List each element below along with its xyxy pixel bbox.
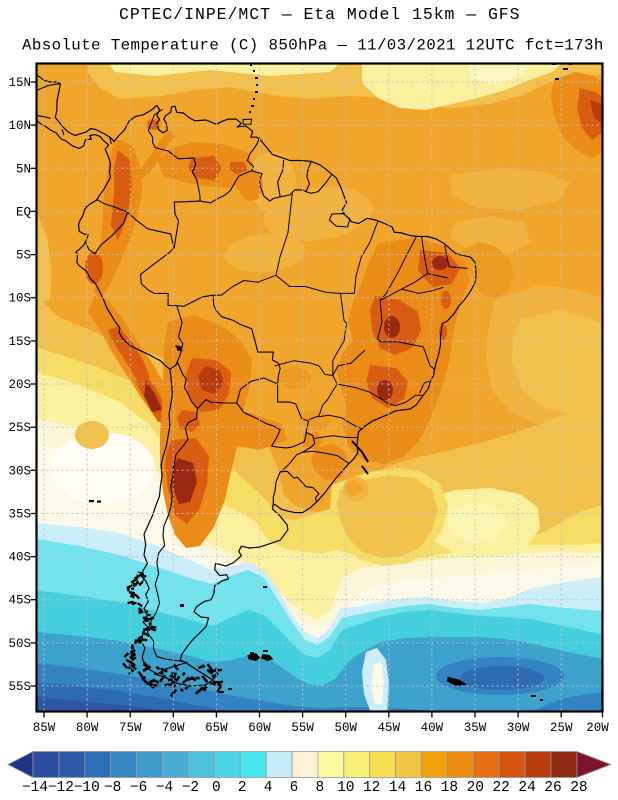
svg-text:24: 24	[518, 780, 535, 796]
svg-text:70W: 70W	[162, 721, 185, 735]
svg-text:55S: 55S	[8, 680, 31, 694]
svg-text:−10: −10	[74, 780, 100, 796]
svg-text:−2: −2	[182, 780, 199, 796]
svg-text:65W: 65W	[205, 721, 228, 735]
svg-text:80W: 80W	[76, 721, 99, 735]
svg-text:15N: 15N	[8, 76, 31, 90]
svg-text:26: 26	[544, 780, 561, 796]
svg-text:15S: 15S	[8, 335, 31, 349]
svg-text:35W: 35W	[464, 721, 487, 735]
svg-text:10N: 10N	[8, 119, 31, 133]
svg-text:EQ: EQ	[16, 205, 31, 219]
svg-text:2: 2	[238, 780, 247, 796]
svg-text:20: 20	[467, 780, 484, 796]
svg-text:75W: 75W	[119, 721, 142, 735]
svg-text:50S: 50S	[8, 637, 31, 651]
svg-text:35S: 35S	[8, 508, 31, 522]
svg-text:10: 10	[337, 780, 354, 796]
svg-text:−12: −12	[48, 780, 74, 796]
svg-text:25S: 25S	[8, 421, 31, 435]
svg-text:5N: 5N	[16, 162, 31, 176]
svg-text:6: 6	[290, 780, 299, 796]
svg-text:20S: 20S	[8, 378, 31, 392]
svg-text:5S: 5S	[16, 249, 31, 263]
svg-text:−14: −14	[22, 780, 48, 796]
svg-text:45S: 45S	[8, 594, 31, 608]
svg-text:20W: 20W	[586, 721, 609, 735]
svg-text:45W: 45W	[378, 721, 401, 735]
svg-text:60W: 60W	[248, 721, 271, 735]
svg-text:85W: 85W	[33, 721, 56, 735]
svg-text:−8: −8	[104, 780, 121, 796]
svg-text:4: 4	[264, 780, 273, 796]
svg-text:40W: 40W	[421, 721, 444, 735]
svg-text:Absolute Temperature (C) 850hP: Absolute Temperature (C) 850hPa — 11/03/…	[22, 37, 604, 55]
svg-text:12: 12	[363, 780, 380, 796]
svg-text:30W: 30W	[507, 721, 530, 735]
svg-text:10S: 10S	[8, 292, 31, 306]
svg-text:0: 0	[212, 780, 221, 796]
svg-text:−4: −4	[156, 780, 173, 796]
svg-text:28: 28	[570, 780, 587, 796]
svg-text:18: 18	[441, 780, 458, 796]
svg-text:CPTEC/INPE/MCT — Eta Model 15: CPTEC/INPE/MCT — Eta Model 15km — GFS	[119, 5, 521, 24]
svg-text:50W: 50W	[334, 721, 357, 735]
svg-text:40S: 40S	[8, 551, 31, 565]
svg-text:−6: −6	[130, 780, 147, 796]
svg-text:25W: 25W	[550, 721, 573, 735]
svg-text:55W: 55W	[291, 721, 314, 735]
svg-text:8: 8	[316, 780, 325, 796]
svg-text:22: 22	[492, 780, 509, 796]
svg-text:14: 14	[389, 780, 406, 796]
svg-text:30S: 30S	[8, 464, 31, 478]
svg-text:16: 16	[415, 780, 432, 796]
